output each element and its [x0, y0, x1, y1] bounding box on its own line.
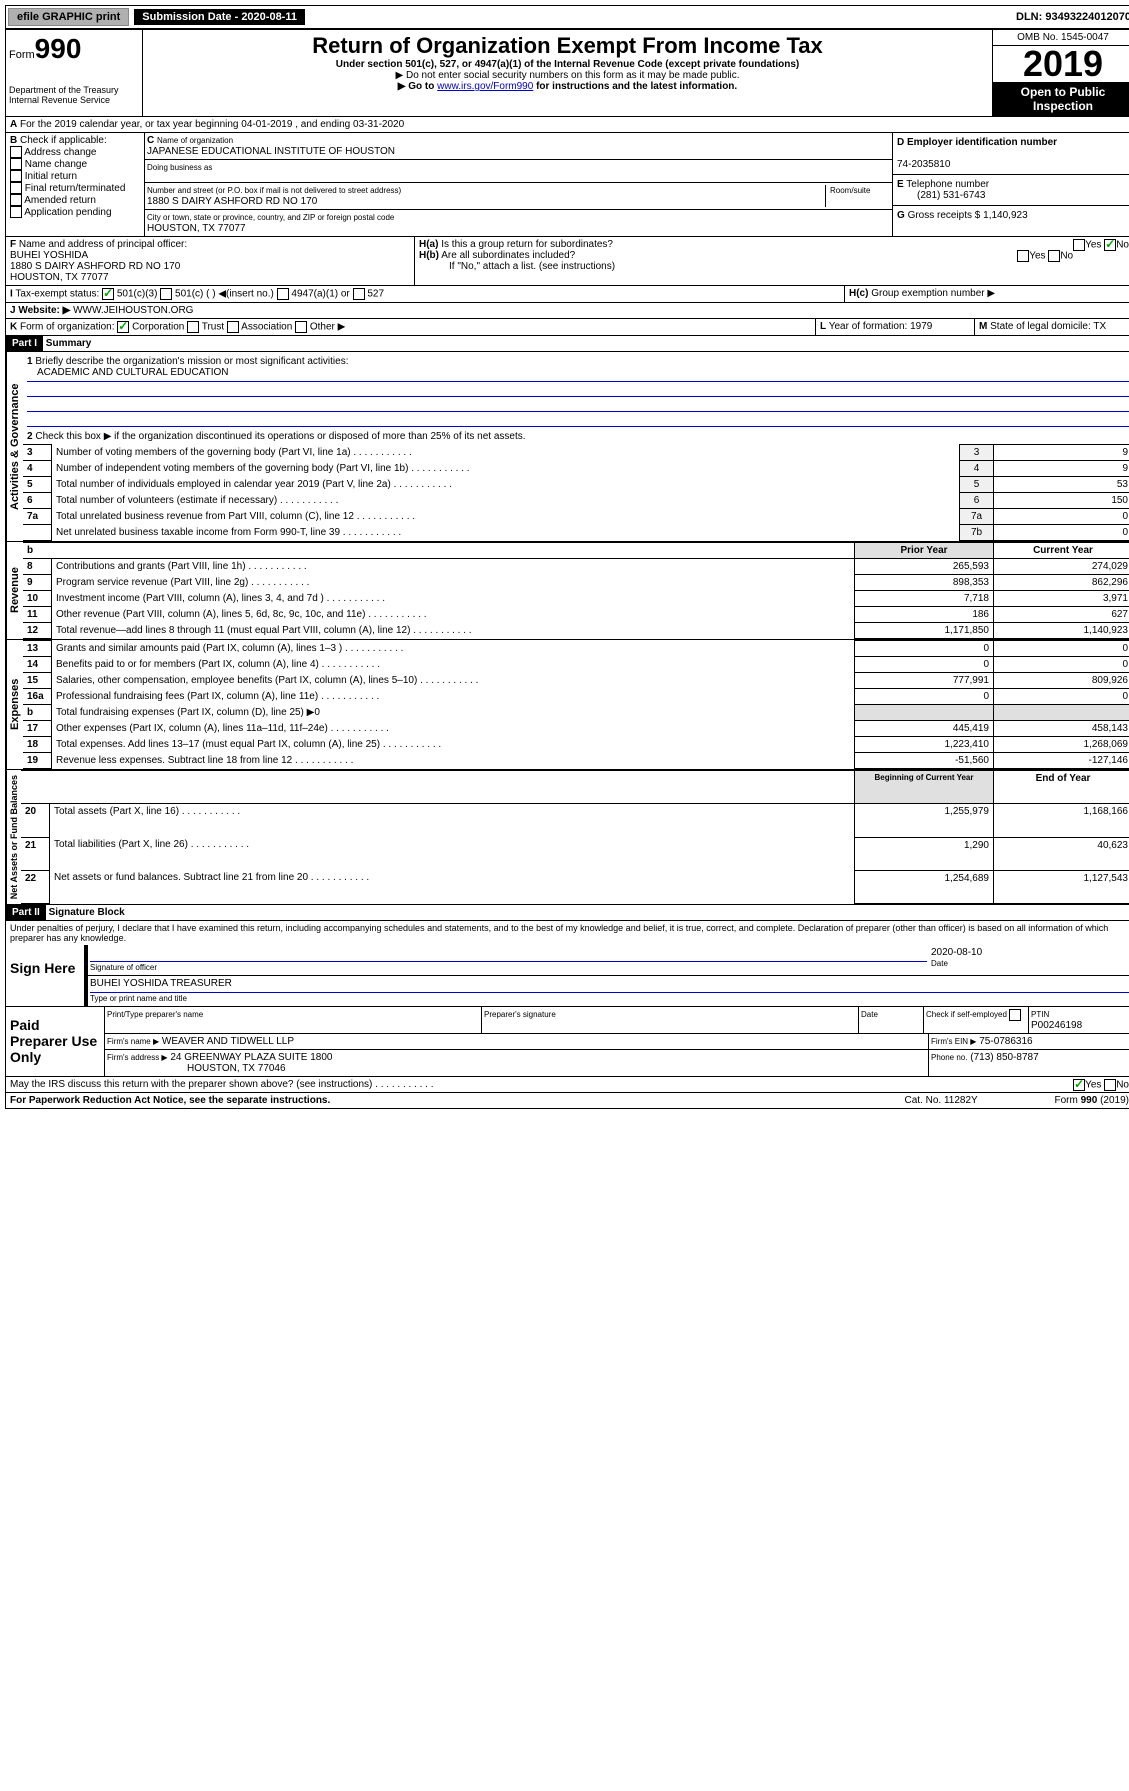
- phone: (281) 531-6743: [897, 190, 985, 201]
- paid-prep-label: Paid Preparer Use Only: [6, 1007, 105, 1076]
- exp-label: Expenses: [6, 640, 23, 769]
- submission-button[interactable]: Submission Date - 2020-08-11: [134, 9, 305, 25]
- dept-label: Department of the Treasury Internal Reve…: [9, 85, 139, 105]
- form-ref: Form 990 (2019): [1055, 1095, 1129, 1106]
- public-badge: Open to Public Inspection: [993, 82, 1129, 116]
- revenue-section: Revenue bPrior YearCurrent Year8Contribu…: [6, 542, 1129, 640]
- dln-label: DLN: 93493224012070: [1016, 11, 1129, 23]
- firm-name: WEAVER AND TIDWELL LLP: [162, 1036, 294, 1047]
- note1: ▶ Do not enter social security numbers o…: [146, 70, 989, 81]
- ha-yes[interactable]: [1073, 239, 1085, 251]
- section-b: B Check if applicable: Address change Na…: [6, 133, 145, 236]
- i-501c[interactable]: [160, 288, 172, 300]
- firm-addr: 24 GREENWAY PLAZA SUITE 1800: [170, 1052, 332, 1063]
- expenses-table: 13Grants and similar amounts paid (Part …: [23, 640, 1129, 769]
- section-b-c-d: B Check if applicable: Address change Na…: [6, 133, 1129, 237]
- paid-preparer-row: Paid Preparer Use Only Print/Type prepar…: [6, 1007, 1129, 1077]
- section-h: H(a) Is this a group return for subordin…: [415, 237, 1129, 285]
- governance-section: Activities & Governance 1 Briefly descri…: [6, 352, 1129, 542]
- header-left: Form990 Department of the Treasury Inter…: [6, 30, 143, 116]
- gross-receipts: 1,140,923: [983, 210, 1028, 221]
- section-f-h: F Name and address of principal officer:…: [6, 237, 1129, 286]
- ein: 74-2035810: [897, 159, 950, 170]
- firm-ein: 75-0786316: [979, 1036, 1032, 1047]
- section-f: F Name and address of principal officer:…: [6, 237, 415, 285]
- sign-here-label: Sign Here: [6, 945, 85, 1006]
- tax-year: 2019: [993, 46, 1129, 82]
- org-address: 1880 S DAIRY ASHFORD RD NO 170: [147, 196, 317, 207]
- line-a: A For the 2019 calendar year, or tax yea…: [6, 117, 1129, 133]
- org-name: JAPANESE EDUCATIONAL INSTITUTE OF HOUSTO…: [147, 146, 395, 157]
- website: WWW.JEIHOUSTON.ORG: [73, 305, 193, 316]
- discuss-yes[interactable]: [1073, 1079, 1085, 1091]
- top-toolbar: efile GRAPHIC print Submission Date - 20…: [5, 5, 1129, 29]
- section-c: C Name of organizationJAPANESE EDUCATION…: [145, 133, 893, 236]
- section-d-e-g: D Employer identification number74-20358…: [893, 133, 1129, 236]
- line-k-l-m: K Form of organization: Corporation Trus…: [6, 319, 1129, 336]
- net-table: Beginning of Current YearEnd of Year20To…: [21, 770, 1129, 904]
- i-527[interactable]: [353, 288, 365, 300]
- form-container: Form990 Department of the Treasury Inter…: [5, 29, 1129, 1109]
- ha-no[interactable]: [1104, 239, 1116, 251]
- revenue-table: bPrior YearCurrent Year8Contributions an…: [23, 542, 1129, 639]
- domicile: TX: [1093, 321, 1106, 332]
- mission: ACADEMIC AND CULTURAL EDUCATION: [27, 367, 1129, 382]
- discuss-row: May the IRS discuss this return with the…: [6, 1077, 1129, 1093]
- discuss-no[interactable]: [1104, 1079, 1116, 1091]
- part1-header: Part I Summary: [6, 336, 1129, 352]
- efile-button[interactable]: efile GRAPHIC print: [8, 8, 129, 26]
- k-other[interactable]: [295, 321, 307, 333]
- expenses-section: Expenses 13Grants and similar amounts pa…: [6, 640, 1129, 770]
- hb-yes[interactable]: [1017, 250, 1029, 262]
- hb-no[interactable]: [1048, 250, 1060, 262]
- net-label: Net Assets or Fund Balances: [6, 770, 21, 904]
- sign-here-row: Sign Here Signature of officer 2020-08-1…: [6, 945, 1129, 1007]
- form-header: Form990 Department of the Treasury Inter…: [6, 30, 1129, 117]
- ptin: P00246198: [1031, 1020, 1082, 1031]
- footer: For Paperwork Reduction Act Notice, see …: [6, 1093, 1129, 1108]
- i-501c3[interactable]: [102, 288, 114, 300]
- form-subtitle: Under section 501(c), 527, or 4947(a)(1)…: [146, 59, 989, 70]
- note2: ▶ Go to www.irs.gov/Form990 for instruct…: [146, 81, 989, 92]
- form-number: Form990: [9, 33, 139, 65]
- self-employed-check[interactable]: [1009, 1009, 1021, 1021]
- i-4947[interactable]: [277, 288, 289, 300]
- header-center: Return of Organization Exempt From Incom…: [143, 30, 992, 116]
- k-corp[interactable]: [117, 321, 129, 333]
- netassets-section: Net Assets or Fund Balances Beginning of…: [6, 770, 1129, 905]
- part2-header: Part II Signature Block: [6, 905, 1129, 921]
- governance-table: 3Number of voting members of the governi…: [23, 444, 1129, 541]
- declaration: Under penalties of perjury, I declare th…: [6, 921, 1129, 945]
- gov-label: Activities & Governance: [6, 352, 23, 541]
- line-j: J Website: ▶ WWW.JEIHOUSTON.ORG: [6, 303, 1129, 319]
- officer-name: BUHEI YOSHIDA: [10, 250, 88, 261]
- k-assoc[interactable]: [227, 321, 239, 333]
- header-right: OMB No. 1545-0047 2019 Open to Public In…: [992, 30, 1129, 116]
- firm-phone: (713) 850-8787: [970, 1052, 1038, 1063]
- officer-name-title: BUHEI YOSHIDA TREASURER: [90, 978, 1129, 993]
- form-title: Return of Organization Exempt From Incom…: [146, 33, 989, 59]
- rev-label: Revenue: [6, 542, 23, 639]
- line-i: I Tax-exempt status: 501(c)(3) 501(c) ( …: [6, 286, 1129, 303]
- year-formed: 1979: [910, 321, 932, 332]
- irs-link[interactable]: www.irs.gov/Form990: [437, 81, 533, 92]
- org-city: HOUSTON, TX 77077: [147, 223, 246, 234]
- k-trust[interactable]: [187, 321, 199, 333]
